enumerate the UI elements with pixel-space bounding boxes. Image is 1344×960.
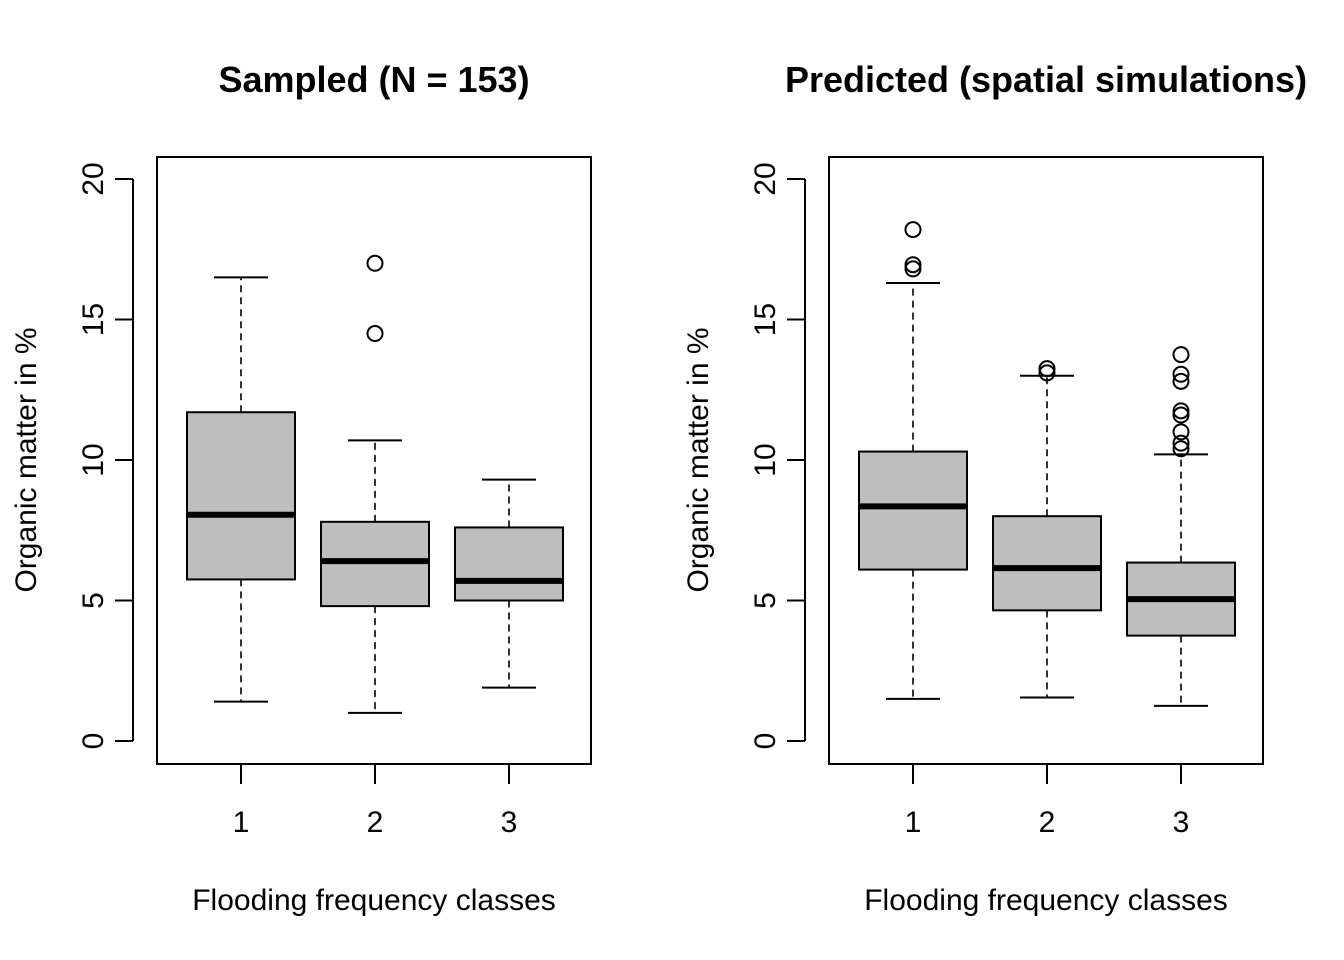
- outlier-point: [904, 256, 922, 274]
- box-series: [186, 254, 564, 714]
- y-axis: 0 5 10 15 20: [749, 162, 806, 750]
- outlier-point: [1172, 440, 1190, 458]
- y-tick-label: 15: [749, 303, 782, 336]
- y-axis-label: Organic matter in %: [10, 327, 43, 592]
- x-tick-label: 2: [1039, 806, 1056, 839]
- y-tick-label: 10: [749, 443, 782, 476]
- y-tick-label: 10: [77, 443, 110, 476]
- y-tick-label: 0: [749, 733, 782, 750]
- outlier-point: [366, 325, 384, 343]
- box-iqr: [858, 450, 968, 571]
- panel-sampled: Sampled (N = 153) 0 5 10 15 20 1 2 3 Flooding …: [10, 59, 592, 917]
- y-tick-label: 5: [77, 592, 110, 609]
- y-tick-label: 5: [749, 592, 782, 609]
- x-axis-label: Flooding frequency classes: [192, 884, 556, 917]
- x-axis: 1 2 3: [233, 764, 518, 839]
- x-axis: 1 2 3: [905, 764, 1190, 839]
- y-tick-label: 20: [749, 162, 782, 195]
- outlier-point: [1172, 372, 1190, 390]
- x-tick-label: 3: [501, 806, 518, 839]
- panel-predicted: Predicted (spatial simulations) 05101520…: [682, 59, 1307, 917]
- x-tick-label: 2: [367, 806, 384, 839]
- x-tick-label: 1: [233, 806, 250, 839]
- outlier-point: [1172, 402, 1190, 420]
- outlier-point: [1038, 360, 1056, 378]
- outlier-point: [1172, 434, 1190, 452]
- outlier-point: [1038, 364, 1056, 382]
- box-series: [858, 221, 1236, 707]
- y-axis: 0 5 10 15 20: [77, 162, 134, 750]
- outlier-point: [1172, 346, 1190, 364]
- x-tick-label: 3: [1173, 806, 1190, 839]
- y-tick-label: 0: [77, 733, 110, 750]
- box-iqr: [992, 515, 1102, 612]
- outlier-point: [366, 254, 384, 272]
- box-iqr: [454, 526, 564, 602]
- y-tick-label: 15: [77, 303, 110, 336]
- chart-title: Sampled (N = 153): [218, 59, 529, 100]
- x-tick-label: 1: [905, 806, 922, 839]
- chart-title: Predicted (spatial simulations): [785, 59, 1307, 100]
- y-tick-label: 20: [77, 162, 110, 195]
- x-axis-label: Flooding frequency classes: [864, 884, 1228, 917]
- outlier-point: [1172, 365, 1190, 383]
- y-axis-label: Organic matter in %: [682, 327, 715, 592]
- outlier-point: [1172, 423, 1190, 441]
- box-iqr: [186, 411, 296, 581]
- outlier-point: [904, 260, 922, 278]
- outlier-point: [1172, 406, 1190, 424]
- outlier-point: [904, 221, 922, 239]
